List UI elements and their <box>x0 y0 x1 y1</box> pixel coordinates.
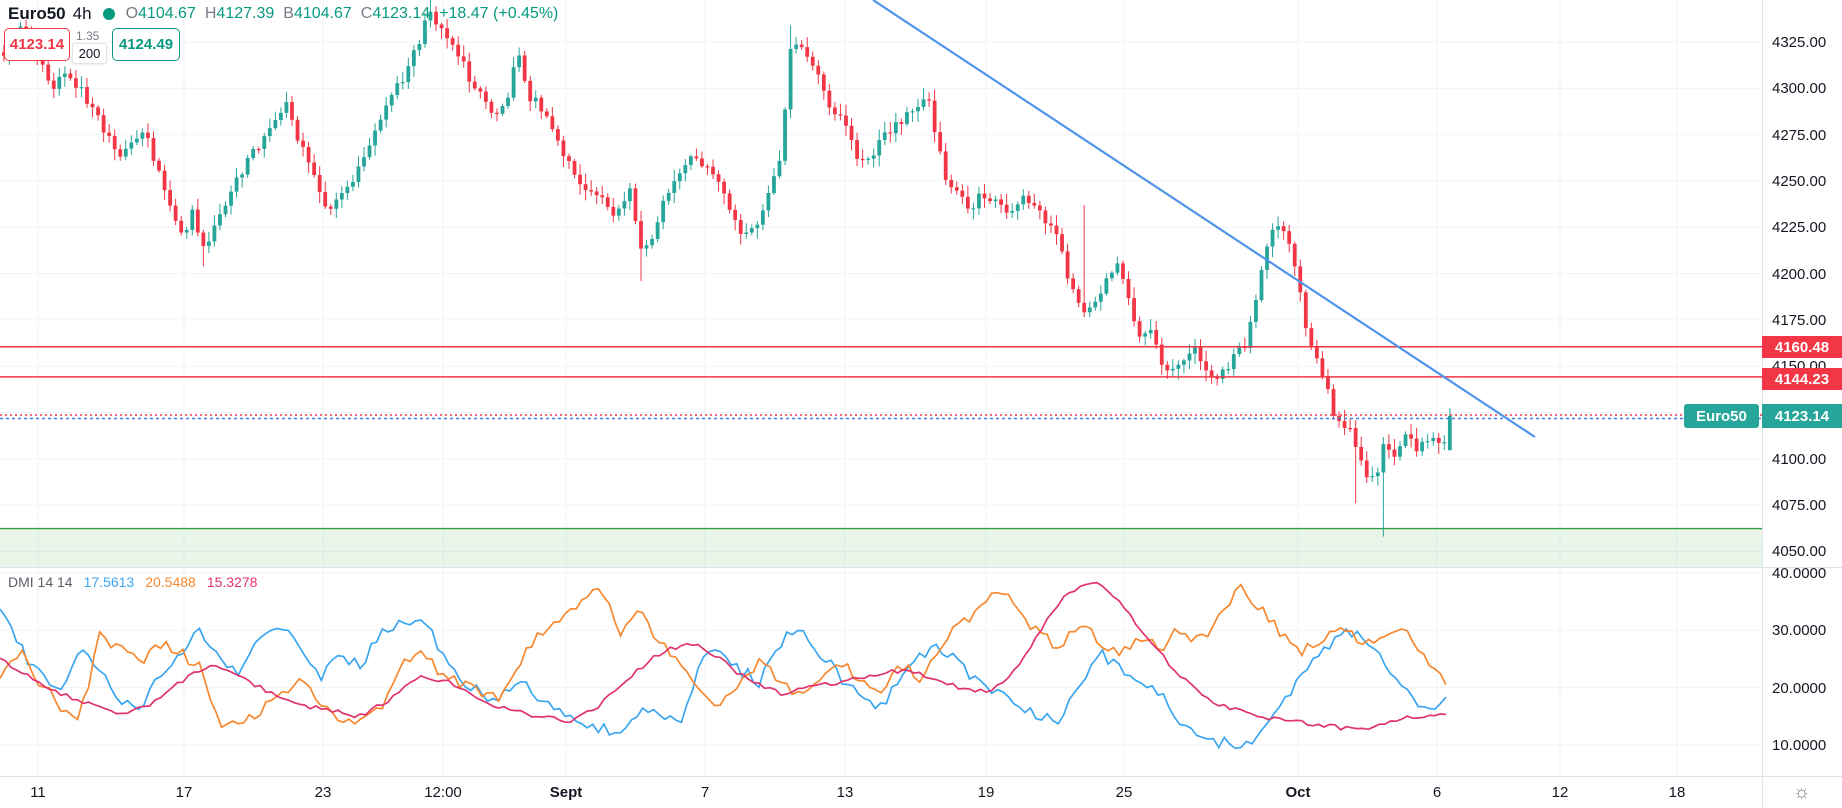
resistance-price-badge-1[interactable]: 4160.48 <box>1762 336 1842 358</box>
candlestick-series <box>2 0 1452 537</box>
change-value: +18.47 (+0.45%) <box>439 5 559 22</box>
resistance-price-badge-2[interactable]: 4144.23 <box>1762 368 1842 390</box>
series-marker-icon <box>102 8 115 20</box>
time-tick-label: 19 <box>977 784 995 801</box>
price-tick-label: 4100.00 <box>1772 450 1827 468</box>
open-label: O <box>125 5 139 22</box>
symbol-legend[interactable]: Euro50 4h O4104.67 H4127.39 B4104.67 C41… <box>8 4 558 24</box>
time-tick-label: 17 <box>175 784 193 801</box>
time-tick-label: 11 <box>30 784 46 801</box>
dmi-di-plus-value: 17.5613 <box>83 574 135 590</box>
dmi-line-di_minus <box>0 583 1447 729</box>
time-tick-label: 12:00 <box>424 784 462 801</box>
dmi-indicator-legend[interactable]: DMI 14 14 17.5613 20.5488 15.3278 <box>8 574 257 590</box>
order-price-label-teal[interactable]: 4124.49 <box>112 28 180 61</box>
high-label: H <box>204 5 217 22</box>
price-tick-label: 4250.00 <box>1772 172 1827 190</box>
dmi-tick-label: 40.0000 <box>1772 565 1827 582</box>
close-label: C <box>360 5 373 22</box>
price-tick-label: 4275.00 <box>1772 126 1827 144</box>
low-label: B <box>283 5 294 22</box>
price-tick-label: 4300.00 <box>1772 80 1827 98</box>
price-tick-label: 4325.00 <box>1772 34 1827 51</box>
time-tick-label: 13 <box>836 784 854 801</box>
price-tick-label: 4225.00 <box>1772 219 1827 237</box>
position-quantity-label[interactable]: 200 <box>72 43 107 64</box>
current-price-symbol-tag: Euro50 <box>1684 404 1759 428</box>
dmi-line-di_plus <box>0 608 1447 750</box>
time-tick-label: 23 <box>314 784 332 801</box>
time-tick-label: 18 <box>1668 784 1686 801</box>
low-value: 4104.67 <box>293 5 352 22</box>
interval-label[interactable]: 4h <box>72 4 92 23</box>
time-tick-label: 12 <box>1551 784 1569 801</box>
dmi-line-adx <box>0 581 1446 731</box>
high-value: 4127.39 <box>216 5 275 22</box>
position-pl-value: 1.35 <box>76 29 100 43</box>
price-tick-label: 4050.00 <box>1772 543 1827 561</box>
dmi-title[interactable]: DMI 14 14 <box>8 574 73 590</box>
time-tick-label: Sept <box>549 784 583 801</box>
current-price-badge[interactable]: 4123.14 <box>1762 404 1842 428</box>
time-tick-label: 6 <box>1432 784 1442 801</box>
order-price-label-red[interactable]: 4123.14 <box>4 28 70 61</box>
theme-sun-icon[interactable]: ☼ <box>1793 782 1811 803</box>
time-tick-label: 25 <box>1115 784 1133 801</box>
time-tick-label: 7 <box>700 784 710 801</box>
ohlc-readout: O4104.67 H4127.39 B4104.67 C4123.14 +18.… <box>126 5 559 23</box>
price-tick-label: 4075.00 <box>1772 497 1827 515</box>
dmi-di-minus-value: 20.5488 <box>145 574 196 590</box>
close-value: 4123.14 <box>372 5 431 22</box>
price-tick-label: 4175.00 <box>1772 311 1827 329</box>
time-tick-label: Oct <box>1285 784 1311 801</box>
descending-trendline <box>872 0 1536 438</box>
dmi-tick-label: 30.0000 <box>1772 622 1827 640</box>
dmi-tick-label: 10.0000 <box>1772 736 1827 754</box>
dmi-adx-value: 15.3278 <box>206 574 258 590</box>
dmi-tick-label: 20.0000 <box>1772 679 1827 697</box>
gridlines <box>0 0 1762 776</box>
open-value: 4104.67 <box>138 5 196 22</box>
price-tick-label: 4200.00 <box>1772 265 1827 283</box>
support-zone <box>0 528 1762 567</box>
symbol-name[interactable]: Euro50 <box>8 4 66 23</box>
